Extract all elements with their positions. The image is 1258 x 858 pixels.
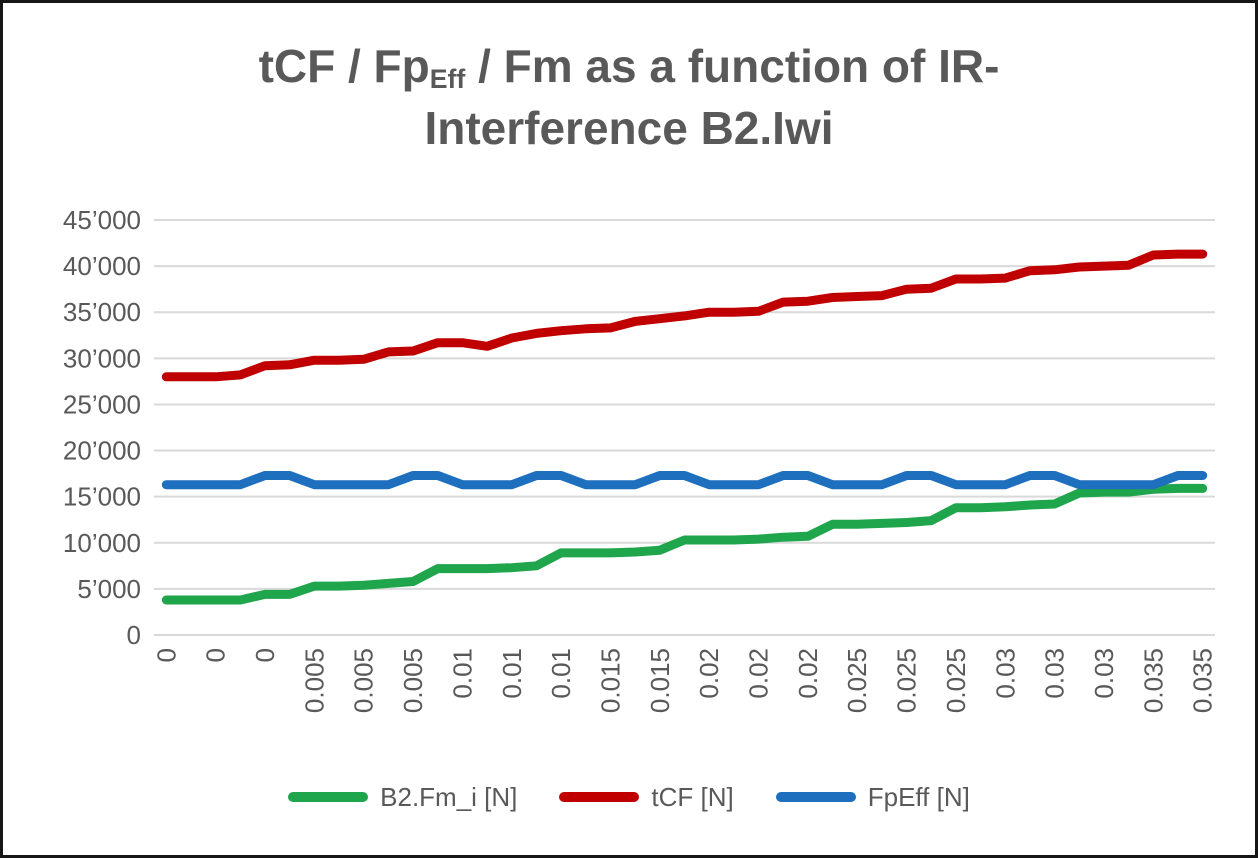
y-tick-label: 20’000	[63, 436, 141, 466]
y-tick-label: 10’000	[63, 528, 141, 558]
x-tick-label: 0.035	[1138, 648, 1168, 713]
x-tick-label: 0.005	[398, 648, 428, 713]
x-tick-label: 0.025	[941, 648, 971, 713]
x-tick-label: 0.01	[447, 648, 477, 699]
x-tick-label: 0.02	[694, 648, 724, 699]
x-tick-label: 0.005	[349, 648, 379, 713]
y-tick-label: 0	[127, 620, 141, 650]
y-tick-label: 30’000	[63, 343, 141, 373]
legend-label: tCF [N]	[651, 781, 734, 812]
x-tick-label: 0.01	[497, 648, 527, 699]
x-tick-label: 0.02	[744, 648, 774, 699]
x-tick-label: 0.035	[1188, 648, 1218, 713]
y-tick-label: 40’000	[63, 251, 141, 281]
legend-item: FpEff [N]	[775, 781, 970, 813]
x-tick-label: 0	[201, 648, 231, 662]
title-text-pre: tCF / Fp	[258, 40, 430, 92]
x-tick-label: 0	[250, 648, 280, 662]
series-line-b2-fm-i-n-	[161, 483, 1208, 605]
x-tick-label: 0.025	[892, 648, 922, 713]
title-text-post: / Fm as a function of IR-	[465, 40, 1000, 92]
legend-swatch-icon	[559, 792, 640, 802]
x-tick-label: 0.015	[595, 648, 625, 713]
x-tick-label: 0.03	[990, 648, 1020, 699]
legend-label: FpEff [N]	[867, 781, 970, 812]
x-tick-label: 0.03	[1089, 648, 1119, 699]
legend-label: B2.Fm_i [N]	[380, 781, 518, 812]
y-tick-label: 5’000	[77, 574, 141, 604]
legend-item: tCF [N]	[559, 781, 734, 813]
x-tick-label: 0.005	[299, 648, 329, 713]
y-tick-label: 15’000	[63, 482, 141, 512]
legend-swatch-icon	[775, 792, 856, 802]
x-tick-label: 0.02	[793, 648, 823, 699]
x-tick-label: 0	[151, 648, 181, 662]
y-tick-label: 25’000	[63, 389, 141, 419]
series-line-tcf-n-	[161, 249, 1208, 382]
plot-area: 0 5’000 10’000 15’000 20’000 25’000 30’000 35’0…	[63, 205, 1218, 713]
y-tick-label: 35’000	[63, 297, 141, 327]
title-subscript: Eff	[429, 63, 466, 94]
chart-title-line1: tCF / FpEff / Fm as a function of IR-	[3, 35, 1255, 97]
chart-title: tCF / FpEff / Fm as a function of IR- In…	[3, 35, 1255, 159]
x-tick-label: 0.01	[546, 648, 576, 699]
legend-swatch-icon	[288, 792, 369, 802]
chart-title-line2: Interference B2.Iwi	[424, 102, 834, 154]
series-line-fpeff-n-	[161, 471, 1208, 490]
legend-item: B2.Fm_i [N]	[288, 782, 517, 813]
x-tick-label: 0.025	[842, 648, 872, 713]
x-tick-label: 0.03	[1040, 648, 1070, 699]
legend: B2.Fm_i [N] tCF [N] FpEff [N]	[3, 775, 1255, 819]
y-tick-label: 45’000	[63, 205, 141, 235]
x-tick-label: 0.015	[645, 648, 675, 713]
